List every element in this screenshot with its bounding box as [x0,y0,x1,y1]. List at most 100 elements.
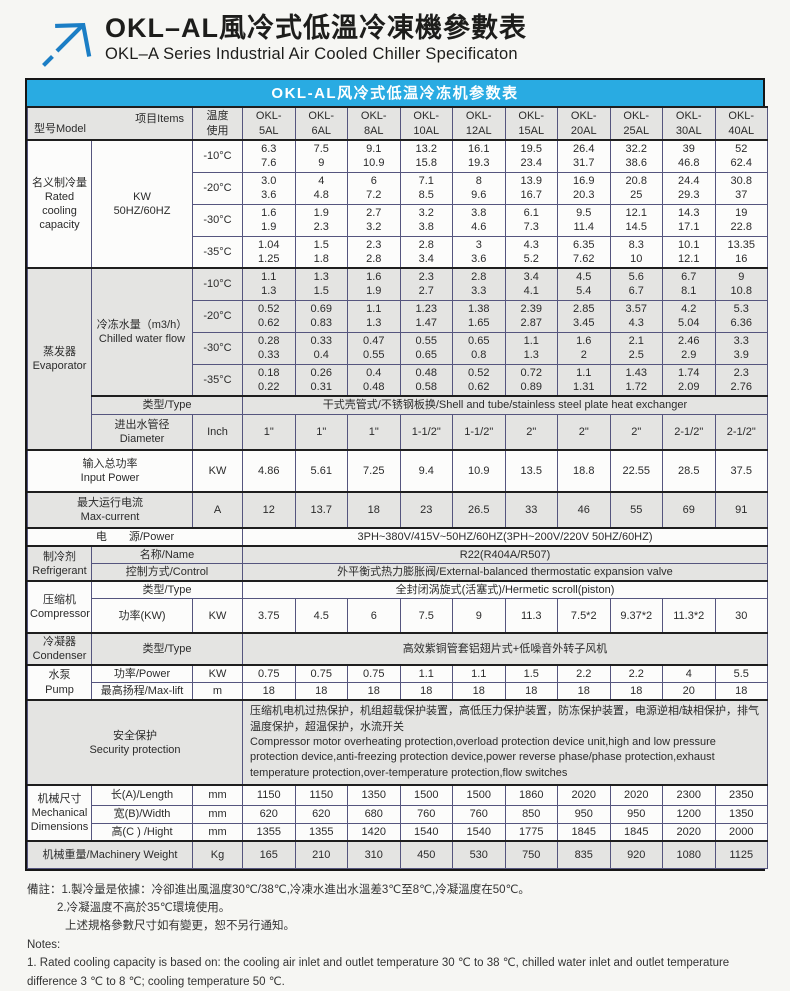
table-cell: 18 [347,491,401,529]
table-cell: 2300 [662,784,716,806]
table-cell: 4.5 [294,598,348,634]
table-cell: 进出水管径 Diameter [91,413,193,451]
table-cell: OKL- 6AL [294,106,348,141]
table-cell: 2.85 3.45 [557,299,611,333]
table-cell: 13.5 [504,449,558,493]
table-cell: 最高扬程/Max-lift [91,682,193,701]
table-row: 安全保护 Security protection 压缩机电机过热保护，机组超载保护… [27,699,768,786]
table-cell: 22.55 [609,449,663,493]
table-cell: 5.3 6.36 [714,299,768,333]
note-line: 1. Rated cooling capacity is based on: t… [27,957,730,988]
table-cell: 2.39 2.87 [504,299,558,333]
table-cell: 2.3 2.8 [347,235,401,269]
table-cell: 2.1 2.5 [609,331,663,365]
table-cell: 1540 [452,822,506,842]
table-cell: 控制方式/Control [91,563,243,582]
table-cell: 0.72 0.89 [504,363,558,397]
table-cell: 1.5 [504,663,558,684]
table-cell: 9.5 11.4 [557,203,611,237]
table-cell: 14.3 17.1 [662,203,716,237]
row-label-condenser: 冷凝器 Condenser [27,631,92,666]
table-cell: 外平衡式热力膨胀阀/External-balanced thermostatic… [242,563,768,582]
table-cell: 26.5 [452,491,506,529]
notes-section: 備註：1.製冷量是依據：冷卻進出風溫度30℃/38℃,冷凍水進出水溫差3℃至8℃… [27,881,772,991]
table-row: 最高扬程/Max-lift m 18 18 18 18 18 18 18 18 20 18 [28,682,768,701]
table-cell: OKL- 40AL [714,106,768,141]
row-label-max-current: 最大运行电流 Max-current [27,491,193,529]
table-cell: OKL- 20AL [557,106,611,141]
table-row: -30°C 1.6 1.9 1.9 2.3 2.7 3.2 3.2 3.8 3.8 4.6… [28,203,768,237]
table-cell: 9 10.8 [714,267,768,301]
table-cell: 0.18 0.22 [242,363,296,397]
table-row: 宽(B)/Width mm 620 620 680 760 760 850 950 950 1200… [28,804,768,824]
table-cell: 类型/Type [91,395,243,415]
spec-table-title: OKL-AL风冷式低温冷冻机参数表 [27,80,763,106]
table-cell: 10.9 [452,449,506,493]
table-cell: 2020 [609,784,663,806]
table-cell: 6 [347,598,401,634]
table-cell: 名称/Name [91,545,243,565]
table-cell: 5.61 [294,449,348,493]
table-cell: 类型/Type [91,631,243,666]
table-cell: 高效紫铜管套铝翅片式+低噪音外转子风机 [242,631,768,666]
table-cell: 1845 [557,822,611,842]
table-cell: 9.37*2 [609,598,663,634]
table-row: 控制方式/Control 外平衡式热力膨胀阀/External-balanced … [28,563,768,582]
table-cell: 2" [609,413,663,451]
table-cell: 11.3 [504,598,558,634]
table-cell: 2.8 3.3 [452,267,506,301]
table-cell: 19 22.8 [714,203,768,237]
table-row: 最大运行电流 Max-current A 12 13.7 18 23 26.5 33 46 55 6… [27,491,768,529]
table-cell: 7.5 [399,598,453,634]
table-row: 名义制冷量 Rated cooling capacity KW 50HZ/60HZ… [27,139,768,269]
row-label-machinery-weight: 机械重量/Machinery Weight [27,840,193,869]
table-cell: 12.1 14.5 [609,203,663,237]
table-cell: 3.2 3.8 [399,203,453,237]
table-cell: 0.75 [347,663,401,684]
table-cell: 91 [714,491,768,529]
table-cell: OKL- 10AL [399,106,453,141]
table-cell: 1-1/2" [399,413,453,451]
table-cell: 1150 [242,784,296,806]
table-cell: 52 62.4 [714,139,768,173]
table-cell: 0.52 0.62 [242,299,296,333]
table-cell: 55 [609,491,663,529]
row-label-refrigerant: 制冷剂 Refrigerant [27,545,92,582]
table-cell: 1420 [347,822,401,842]
table-cell: 1860 [504,784,558,806]
page-title-english: OKL–A Series Industrial Air Cooled Chill… [105,45,518,64]
table-cell: -30°C [192,331,243,365]
table-cell: 5.5 [714,663,768,684]
table-cell: 9.4 [399,449,453,493]
table-cell: 10.1 12.1 [662,235,716,269]
table-cell: 1350 [347,784,401,806]
arrow-up-right-icon [33,17,97,69]
table-cell: Kg [192,840,243,869]
table-cell: 3PH~380V/415V~50HZ/60HZ(3PH~200V/220V 50… [242,526,768,547]
table-cell: 1.43 1.72 [609,363,663,397]
table-cell: 1" [347,413,401,451]
table-cell: 760 [452,804,506,824]
table-row: 型号Model 项目Items 温度 使用 OKL- 5AL OKL- 6AL OKL- … [27,106,768,141]
table-cell: R22(R404A/R507) [242,545,768,565]
table-cell: 1.3 1.5 [294,267,348,301]
table-cell: 长(A)/Length [91,784,193,806]
table-cell: 3.8 4.6 [452,203,506,237]
table-cell: 2.2 [609,663,663,684]
table-cell: 2.3 2.76 [714,363,768,397]
table-cell: OKL- 30AL [662,106,716,141]
table-cell: 2020 [662,822,716,842]
table-cell: 0.69 0.83 [294,299,348,333]
table-cell: 类型/Type [91,580,243,600]
row-label-security-protection: 安全保护 Security protection [27,699,243,786]
table-cell: 18 [504,682,558,701]
table-cell: 16.1 19.3 [452,139,506,173]
table-row: -35°C 0.18 0.22 0.26 0.31 0.4 0.48 0.48 0.58… [28,363,768,397]
table-cell: mm [192,822,243,842]
table-cell: 功率/Power [91,663,193,684]
table-cell: OKL- 15AL [504,106,558,141]
table-cell: 24.4 29.3 [662,171,716,205]
table-cell: 7.5 9 [294,139,348,173]
table-cell: 2.46 2.9 [662,331,716,365]
table-cell: 6 7.2 [347,171,401,205]
